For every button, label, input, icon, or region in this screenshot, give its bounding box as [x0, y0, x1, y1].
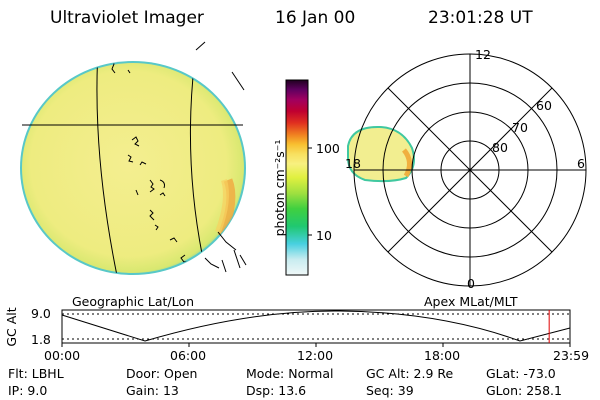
info-ip: IP: 9.0 — [8, 383, 47, 398]
colorbar-tick-10: 10 — [316, 228, 332, 243]
time-label: 23:01:28 UT — [428, 8, 533, 28]
polar-plot — [347, 53, 587, 287]
info-glon: GLon: 258.1 — [486, 383, 562, 398]
info-value: Open — [164, 366, 198, 381]
info-label: GLat: — [486, 366, 520, 381]
info-label: GC Alt: — [366, 366, 410, 381]
apex-label: Apex MLat/MLT — [424, 294, 518, 309]
timeline — [61, 309, 571, 347]
info-label: Door: — [126, 366, 161, 381]
globe-disk — [22, 63, 244, 273]
mlat-label-80: 80 — [492, 140, 508, 155]
info-label: Flt: — [8, 366, 28, 381]
info-seq: Seq: 39 — [366, 383, 414, 398]
info-label: GLon: — [486, 383, 523, 398]
info-label: IP: — [8, 383, 24, 398]
auroral-oval — [347, 125, 415, 183]
mlt-label-0: 0 — [467, 276, 475, 291]
colorbar-unit-label: photon cm⁻²s⁻¹ — [272, 139, 287, 237]
geographic-label: Geographic Lat/Lon — [72, 294, 194, 309]
date-label: 16 Jan 00 — [275, 8, 356, 28]
info-value: 9.0 — [27, 383, 48, 398]
instrument-title: Ultraviolet Imager — [50, 8, 204, 28]
info-value: Normal — [288, 366, 334, 381]
timeline-xtick-4: 23:59 — [553, 348, 590, 363]
info-label: Dsp: — [246, 383, 275, 398]
mlat-label-70: 70 — [512, 120, 528, 135]
info-value: 39 — [397, 383, 414, 398]
info-dsp: Dsp: 13.6 — [246, 383, 306, 398]
info-gain: Gain: 13 — [126, 383, 179, 398]
timeline-ytick-high: 9.0 — [31, 306, 51, 321]
info-value: 258.1 — [526, 383, 562, 398]
info-door: Door: Open — [126, 366, 197, 381]
info-value: LBHL — [31, 366, 64, 381]
mlt-label-6: 6 — [577, 156, 585, 171]
timeline-xtick-1: 06:00 — [170, 348, 207, 363]
info-label: Gain: — [126, 383, 159, 398]
colorbar — [285, 79, 312, 276]
mlt-label-12: 12 — [475, 47, 491, 62]
info-value: 13 — [162, 383, 179, 398]
mlat-label-60: 60 — [536, 98, 552, 113]
timeline-frame — [61, 309, 571, 344]
colorbar-tick-100: 100 — [316, 141, 340, 156]
info-mode: Mode: Normal — [246, 366, 334, 381]
info-gc-alt: GC Alt: 2.9 Re — [366, 366, 453, 381]
timeline-xtick-3: 18:00 — [424, 348, 461, 363]
timeline-ytick-low: 1.8 — [31, 332, 51, 347]
info-value: -73.0 — [523, 366, 556, 381]
info-glat: GLat: -73.0 — [486, 366, 556, 381]
geographic-image — [20, 41, 247, 275]
timeline-xtick-0: 00:00 — [44, 348, 81, 363]
info-label: Mode: — [246, 366, 285, 381]
colorbar-gradient — [285, 79, 309, 276]
info-flt: Flt: LBHL — [8, 366, 64, 381]
info-value: 2.9 Re — [413, 366, 454, 381]
timeline-axis-label: GC Alt — [4, 307, 19, 347]
info-value: 13.6 — [278, 383, 307, 398]
altitude-curve — [61, 310, 571, 342]
mlt-label-18: 18 — [345, 156, 361, 171]
info-label: Seq: — [366, 383, 394, 398]
timeline-xtick-2: 12:00 — [297, 348, 334, 363]
